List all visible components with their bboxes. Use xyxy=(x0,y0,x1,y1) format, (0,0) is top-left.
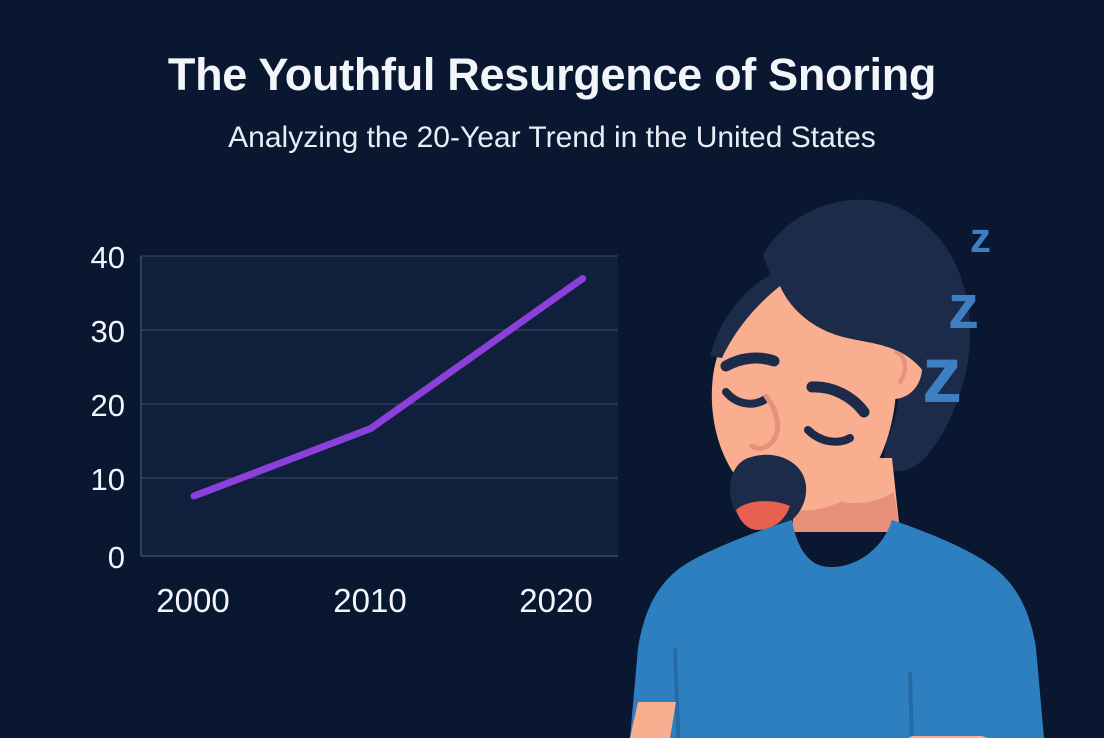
x-tick-label: 2010 xyxy=(333,582,406,619)
x-axis-ticks: 2000 2010 2020 xyxy=(156,582,592,619)
eyebrow-left xyxy=(720,352,780,372)
sleep-z-small: z xyxy=(970,214,991,261)
eye-right-closed xyxy=(804,426,854,446)
tongue xyxy=(736,501,790,530)
neck-shadow xyxy=(792,480,900,532)
arm-left xyxy=(630,702,676,738)
y-tick-label: 10 xyxy=(91,462,125,497)
chart-svg: 40 30 20 10 0 2000 2010 2020 xyxy=(91,240,618,619)
sleeve-seam-right xyxy=(908,672,914,738)
page-subtitle: Analyzing the 20-Year Trend in the Unite… xyxy=(228,121,876,154)
gridlines xyxy=(141,255,618,557)
y-axis-ticks: 40 30 20 10 0 xyxy=(91,240,125,575)
y-tick-label: 30 xyxy=(91,314,125,349)
y-tick-label: 40 xyxy=(91,240,125,275)
y-tick-label: 0 xyxy=(108,540,125,575)
illustration-svg: z z z xyxy=(630,199,1044,738)
x-tick-label: 2020 xyxy=(519,582,592,619)
line-chart: 40 30 20 10 0 2000 2010 2020 xyxy=(0,210,660,630)
sleep-z-medium: z xyxy=(948,273,979,342)
data-series-line xyxy=(190,275,587,500)
y-tick-label: 20 xyxy=(91,388,125,423)
page-title: The Youthful Resurgence of Snoring xyxy=(167,49,937,100)
eye-left-closed xyxy=(722,388,768,408)
ear-inner-line xyxy=(894,350,907,384)
illustration-sleeping-man: z z z xyxy=(600,180,1104,738)
eyebrow-right xyxy=(806,381,870,418)
sleep-z-large: z xyxy=(922,330,962,419)
shirt-torso xyxy=(630,520,1044,738)
sleeve-seam-left xyxy=(673,648,681,738)
nose xyxy=(749,393,781,451)
hair-front xyxy=(710,257,939,394)
header: The Youthful Resurgence of Snoring Analy… xyxy=(0,0,1104,153)
x-tick-label: 2000 xyxy=(156,582,229,619)
